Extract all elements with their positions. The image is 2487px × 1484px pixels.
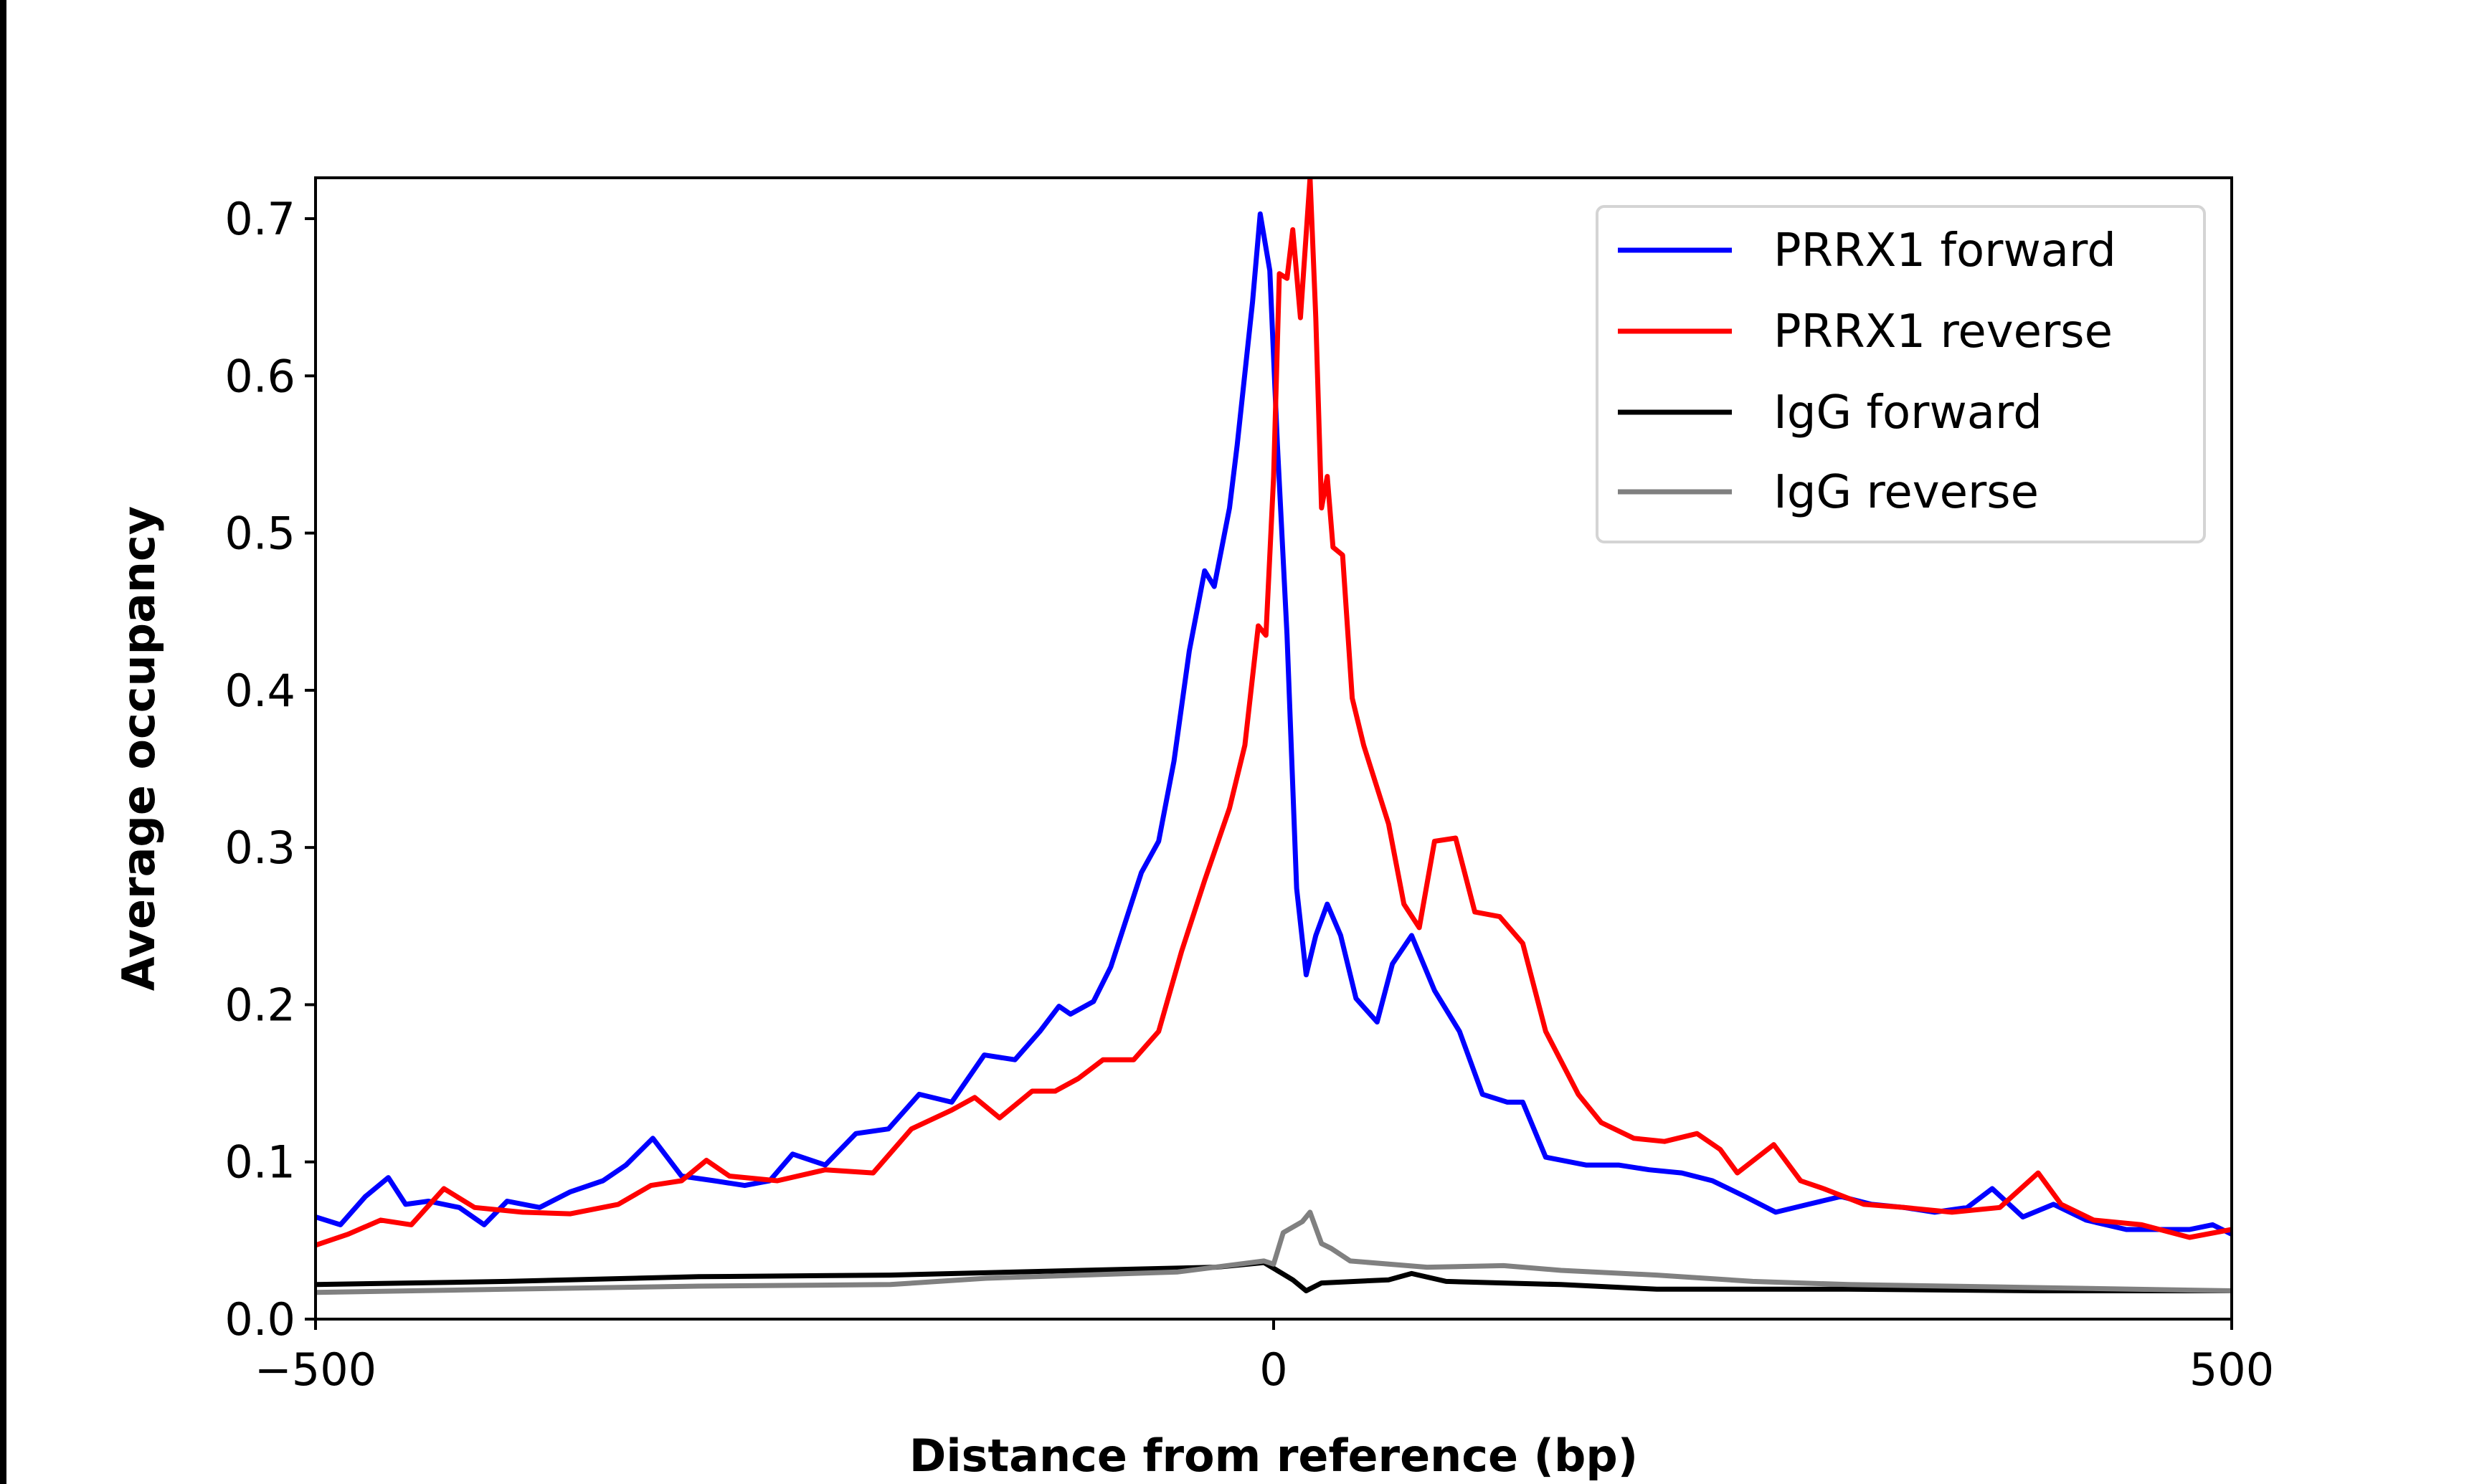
x-axis: −500 0 500 <box>255 1319 2274 1396</box>
y-tick-label: 0.6 <box>224 350 295 402</box>
x-tick-label: 500 <box>2189 1343 2274 1396</box>
series-line-igg-reverse <box>316 1209 2232 1295</box>
legend-item: PRRX1 forward <box>1618 224 2116 277</box>
legend-label: PRRX1 forward <box>1773 224 2116 277</box>
series-line-prrx1-reverse <box>316 178 2232 1248</box>
legend-item: IgG reverse <box>1618 466 2039 519</box>
y-tick-label: 0.2 <box>224 979 295 1031</box>
y-tick-label: 0.4 <box>224 665 295 717</box>
legend-label: PRRX1 reverse <box>1773 305 2113 358</box>
legend-item: IgG forward <box>1618 386 2042 439</box>
x-tick-label: 0 <box>1259 1343 1287 1396</box>
legend-item: PRRX1 reverse <box>1618 305 2113 358</box>
series-line-prrx1-forward <box>316 211 2232 1237</box>
legend-label: IgG forward <box>1773 386 2042 439</box>
x-axis-label: Distance from reference (bp) <box>909 1430 1638 1482</box>
legend-label: IgG reverse <box>1773 466 2039 519</box>
legend-box <box>1596 205 2206 543</box>
y-tick-label: 0.1 <box>224 1136 295 1189</box>
series-line-igg-forward <box>316 1260 2232 1293</box>
x-tick-label: −500 <box>255 1343 376 1396</box>
y-axis: 0.0 0.1 0.2 0.3 0.4 0.5 0.6 0.7 <box>224 193 316 1346</box>
series-layer <box>316 178 2232 1295</box>
legend: PRRX1 forward PRRX1 reverse IgG forward IgG… <box>1596 205 2206 543</box>
y-axis-label: Average occupancy <box>113 506 165 991</box>
left-edge-bar <box>0 0 6 1484</box>
y-tick-label: 0.0 <box>224 1293 295 1346</box>
y-tick-label: 0.5 <box>224 508 295 560</box>
y-tick-label: 0.3 <box>224 822 295 874</box>
y-tick-label: 0.7 <box>224 193 295 245</box>
